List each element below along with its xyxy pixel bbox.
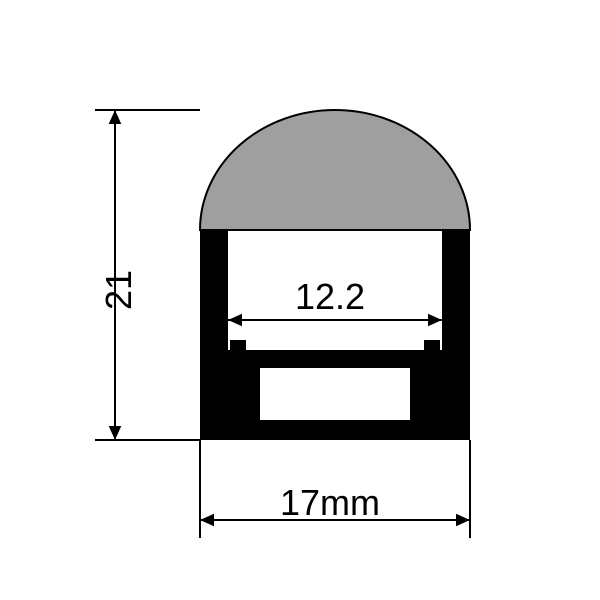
arrowhead-icon <box>456 514 470 527</box>
arrowhead-icon <box>228 314 242 327</box>
outer-width-dimension-label: 17mm <box>280 482 380 524</box>
arrowhead-icon <box>428 314 442 327</box>
inner-width-dimension-label: 12.2 <box>295 276 365 318</box>
arrowhead-icon <box>109 110 122 124</box>
dome-lens <box>200 110 470 230</box>
diagram-stage: 21 17mm 12.2 <box>0 0 600 600</box>
arrowhead-icon <box>109 426 122 440</box>
height-dimension-label: 21 <box>98 270 140 310</box>
arrowhead-icon <box>200 514 214 527</box>
profile-body <box>200 230 470 440</box>
